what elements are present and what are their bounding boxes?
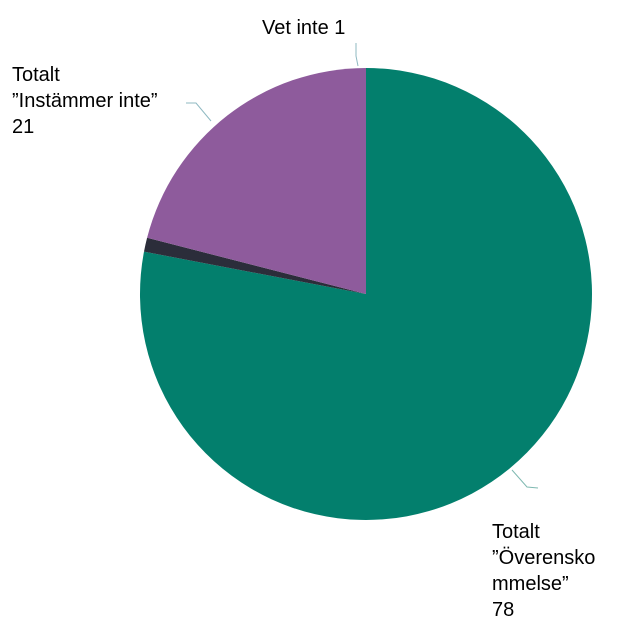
slice-labels: Totalt ”Överensko mmelse” 78 Vet inte 1 Total… xyxy=(12,17,595,620)
slice-label-line: 21 xyxy=(12,116,34,138)
slice-label-2: Totalt ”Instämmer inte” 21 xyxy=(12,64,158,138)
leader-line-2 xyxy=(186,102,212,122)
slice-label-0: Totalt ”Överensko mmelse” 78 xyxy=(492,521,595,620)
slice-label-line: ”Instämmer inte” xyxy=(12,90,158,112)
pie-slice-0 xyxy=(139,68,592,520)
slice-label-line: mmelse” xyxy=(492,573,569,595)
slice-label-1: Vet inte 1 xyxy=(262,17,345,39)
slice-label-line: Totalt xyxy=(12,64,60,86)
leader-line-0 xyxy=(511,469,539,489)
slice-label-line: 78 xyxy=(492,599,514,620)
slice-label-line: ”Överensko xyxy=(492,547,595,569)
pie-slice-1 xyxy=(144,237,366,294)
pie-slices xyxy=(139,68,592,520)
pie-slice-2 xyxy=(147,68,366,294)
slice-label-line: Vet inte 1 xyxy=(262,17,345,39)
leader-lines xyxy=(186,43,539,489)
leader-line-1 xyxy=(355,43,359,67)
slice-label-line: Totalt xyxy=(492,521,540,543)
